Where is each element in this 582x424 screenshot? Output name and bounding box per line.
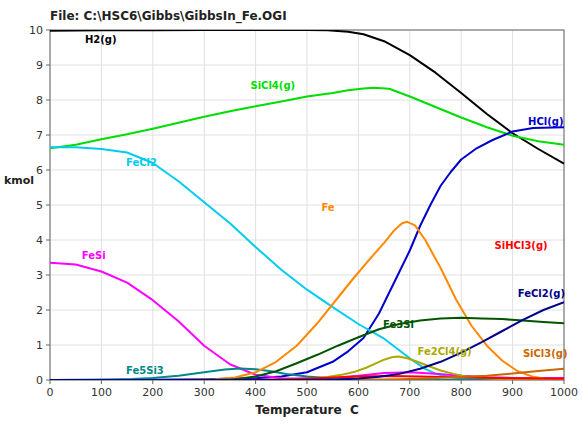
grid-line — [50, 310, 564, 311]
series-label: Fe3Si — [383, 319, 414, 330]
tick — [46, 65, 50, 66]
y-axis-label: kmol — [4, 174, 34, 187]
series-line — [50, 357, 564, 380]
grid-line — [50, 275, 564, 276]
axes: 0 100 200 300 400 500 600 700 800 900 1000 0 1 2 3 4 5 6 7… — [29, 24, 578, 399]
lines — [50, 30, 564, 380]
series-line — [50, 318, 564, 380]
series-label: H2(g) — [85, 34, 117, 45]
tick — [46, 100, 50, 101]
grid-line — [50, 65, 564, 66]
grid-line — [50, 100, 564, 101]
tick — [461, 380, 462, 384]
tick-label: 8 — [36, 94, 43, 107]
grid — [50, 30, 564, 380]
tick-label: 400 — [245, 386, 266, 399]
tick — [46, 205, 50, 206]
tick — [46, 135, 50, 136]
series-label: FeCl2 — [126, 157, 157, 168]
tick-label: 900 — [502, 386, 523, 399]
tick-label: 5 — [36, 199, 43, 212]
tick-label: 0 — [47, 386, 54, 399]
tick — [50, 380, 51, 384]
tick-label: 600 — [348, 386, 369, 399]
series-line — [50, 88, 564, 149]
series-line — [50, 263, 564, 379]
tick — [512, 380, 513, 384]
tick — [46, 30, 50, 31]
tick-label: 9 — [36, 59, 43, 72]
tick-label: 1 — [36, 339, 43, 352]
tick — [255, 380, 256, 384]
tick-label: 200 — [142, 386, 163, 399]
chart: 0 100 200 300 400 500 600 700 800 900 1000 0 1 2 3 4 5 6 7… — [0, 0, 582, 424]
series-label: Fe — [321, 202, 334, 213]
tick — [358, 380, 359, 384]
tick — [46, 345, 50, 346]
tick — [46, 275, 50, 276]
tick-label: 1000 — [550, 386, 578, 399]
plot-frame — [50, 30, 564, 380]
tick-label: 0 — [36, 374, 43, 387]
series-label: SiHCl3(g) — [495, 240, 548, 251]
series-line — [50, 302, 564, 380]
tick — [409, 380, 410, 384]
tick — [101, 380, 102, 384]
tick-label: 500 — [297, 386, 318, 399]
tick — [46, 380, 50, 381]
grid-line — [50, 240, 564, 241]
series-label: Fe2Cl4(g) — [418, 346, 472, 357]
title: File: C:\HSC6\Gibbs\GibbsIn_Fe.OGI — [50, 9, 287, 24]
series-line — [50, 222, 564, 380]
grid-line — [50, 205, 564, 206]
tick-label: 700 — [399, 386, 420, 399]
tick-label: 100 — [91, 386, 112, 399]
tick — [204, 380, 205, 384]
tick — [46, 170, 50, 171]
tick — [307, 380, 308, 384]
tick-label: 6 — [36, 164, 43, 177]
tick-label: 3 — [36, 269, 43, 282]
series-label: FeCl2(g) — [518, 288, 565, 299]
series-label: FeSi — [82, 250, 106, 261]
tick-label: 300 — [194, 386, 215, 399]
tick — [564, 380, 565, 384]
series-label: HCl(g) — [528, 116, 563, 127]
grid-line — [50, 170, 564, 171]
tick-label: 800 — [451, 386, 472, 399]
series-label: SiCl3(g) — [523, 348, 568, 359]
tick-label: 7 — [36, 129, 43, 142]
x-axis-label: Temperature C — [255, 403, 359, 417]
tick — [46, 240, 50, 241]
tick-label: 10 — [29, 24, 43, 37]
series-labels: H2(g) SiCl4(g) HCl(g) FeCl2 FeSi Fe5Si3 Fe Fe3S… — [82, 34, 568, 375]
series-label: Fe5Si3 — [126, 365, 164, 376]
tick — [46, 310, 50, 311]
series-line — [50, 127, 564, 380]
tick-label: 4 — [36, 234, 43, 247]
tick-label: 2 — [36, 304, 43, 317]
series-label: SiCl4(g) — [250, 80, 295, 91]
series-line — [50, 147, 564, 380]
tick — [152, 380, 153, 384]
